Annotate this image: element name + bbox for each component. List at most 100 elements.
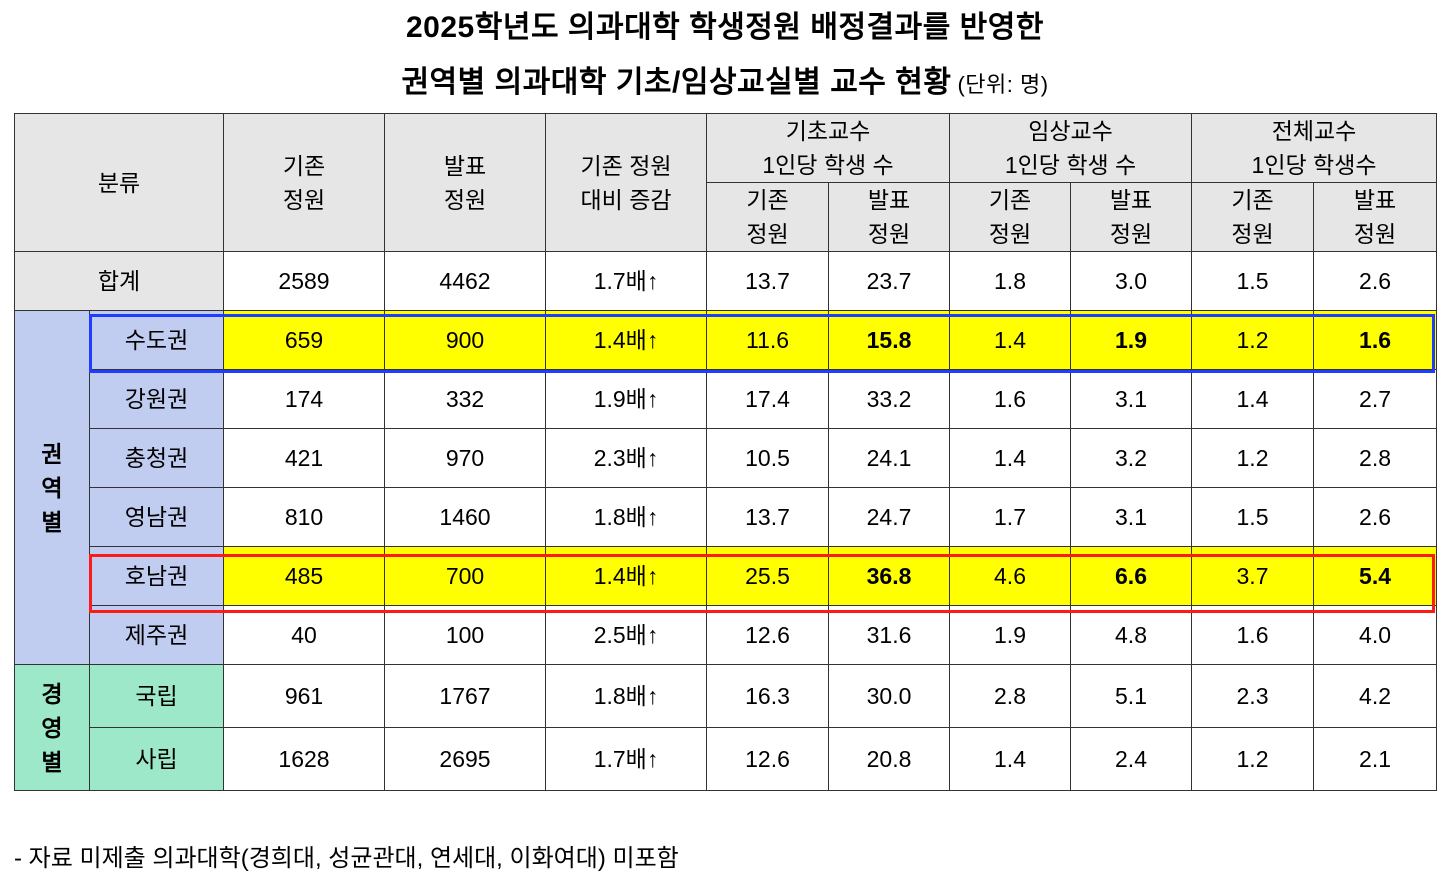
cell-clinical-existing: 1.4 xyxy=(949,428,1072,488)
cell-total-announced: 4.2 xyxy=(1313,664,1438,728)
cell-clinical-announced: 2.4 xyxy=(1070,727,1193,791)
header-category: 분류 xyxy=(13,113,225,252)
cell-basic-existing: 11.6 xyxy=(706,310,830,370)
cell-change: 1.9배↑ xyxy=(545,369,708,429)
cell-announced: 700 xyxy=(384,546,547,606)
cell-change: 1.4배↑ xyxy=(545,310,708,370)
cell-basic-existing: 17.4 xyxy=(706,369,830,429)
cell-basic-announced: 36.8 xyxy=(828,546,951,606)
cell-clinical-announced: 3.0 xyxy=(1070,251,1193,311)
cell-basic-announced: 23.7 xyxy=(828,251,951,311)
cell-basic-existing: 10.5 xyxy=(706,428,830,488)
cell-clinical-existing: 1.4 xyxy=(949,310,1072,370)
header-basic-group: 기초교수 1인당 학생 수 xyxy=(706,113,951,183)
table-row-gangwon: 강원권 174 332 1.9배↑ 17.4 33.2 1.6 3.1 1.4 … xyxy=(15,369,1438,429)
table-row-chungcheong: 충청권 421 970 2.3배↑ 10.5 24.1 1.4 3.2 1.2 … xyxy=(15,428,1438,488)
cell-clinical-announced: 5.1 xyxy=(1070,664,1193,728)
table-row-yeongnam: 영남권 810 1460 1.8배↑ 13.7 24.7 1.7 3.1 1.5… xyxy=(15,487,1438,547)
cell-basic-existing: 13.7 xyxy=(706,251,830,311)
cell-basic-announced: 33.2 xyxy=(828,369,951,429)
cell-clinical-existing: 1.4 xyxy=(949,727,1072,791)
header-change: 기존 정원 대비 증감 xyxy=(545,113,708,252)
header-clinical-announced: 발표 정원 xyxy=(1070,182,1193,252)
cell-existing: 421 xyxy=(223,428,386,488)
cell-basic-announced: 15.8 xyxy=(828,310,951,370)
cell-clinical-existing: 1.9 xyxy=(949,605,1072,665)
row-label: 국립 xyxy=(88,664,225,728)
cell-total-existing: 1.5 xyxy=(1191,487,1315,547)
row-label: 사립 xyxy=(88,727,225,791)
row-label: 합계 xyxy=(13,251,225,311)
cell-announced: 2695 xyxy=(384,727,547,791)
cell-existing: 40 xyxy=(223,605,386,665)
header-announced-quota: 발표 정원 xyxy=(384,113,547,252)
cell-change: 1.8배↑ xyxy=(545,664,708,728)
cell-total-existing: 1.2 xyxy=(1191,428,1315,488)
header-clinical-group: 임상교수 1인당 학생 수 xyxy=(949,113,1193,183)
title-main: 권역별 의과대학 기초/임상교실별 교수 현황 xyxy=(401,66,952,99)
header-total-group: 전체교수 1인당 학생수 xyxy=(1191,113,1438,183)
row-label: 강원권 xyxy=(88,369,225,429)
cell-announced: 900 xyxy=(384,310,547,370)
group-label-management: 경 영 별 xyxy=(14,664,90,791)
cell-announced: 1767 xyxy=(384,664,547,728)
cell-existing: 659 xyxy=(223,310,386,370)
footnote: - 자료 미제출 의과대학(경희대, 성균관대, 연세대, 이화여대) 미포함 xyxy=(14,845,679,872)
cell-announced: 1460 xyxy=(384,487,547,547)
cell-clinical-existing: 1.7 xyxy=(949,487,1072,547)
cell-clinical-announced: 3.1 xyxy=(1070,369,1193,429)
table-row-jeju: 제주권 40 100 2.5배↑ 12.6 31.6 1.9 4.8 1.6 4… xyxy=(15,605,1438,665)
cell-existing: 485 xyxy=(223,546,386,606)
cell-total-announced: 2.7 xyxy=(1313,369,1438,429)
table-row-national: 경 영 별 국립 961 1767 1.8배↑ 16.3 30.0 2.8 5.… xyxy=(14,664,1438,791)
cell-basic-existing: 16.3 xyxy=(706,664,830,728)
row-label: 호남권 xyxy=(88,546,225,606)
cell-clinical-announced: 3.2 xyxy=(1070,428,1193,488)
cell-clinical-announced: 4.8 xyxy=(1070,605,1193,665)
cell-clinical-existing: 4.6 xyxy=(949,546,1072,606)
cell-change: 1.8배↑ xyxy=(545,487,708,547)
group-label-region: 권 역 별 xyxy=(14,310,90,665)
cell-clinical-announced: 3.1 xyxy=(1070,487,1193,547)
cell-total-existing: 1.2 xyxy=(1191,310,1315,370)
cell-total-announced: 2.8 xyxy=(1313,428,1438,488)
header-total-existing: 기존 정원 xyxy=(1191,182,1315,252)
table-row-capital: 권 역 별 수도권 659 900 1.4배↑ 11.6 15.8 1.4 1.… xyxy=(14,310,1438,665)
cell-announced: 332 xyxy=(384,369,547,429)
cell-total-existing: 1.2 xyxy=(1191,727,1315,791)
cell-basic-existing: 13.7 xyxy=(706,487,830,547)
cell-existing: 810 xyxy=(223,487,386,547)
cell-clinical-existing: 1.6 xyxy=(949,369,1072,429)
cell-change: 1.7배↑ xyxy=(545,251,708,311)
row-label: 제주권 xyxy=(88,605,225,665)
title-line-2: 권역별 의과대학 기초/임상교실별 교수 현황 (단위: 명) xyxy=(0,57,1450,101)
row-label: 영남권 xyxy=(88,487,225,547)
cell-clinical-announced: 1.9 xyxy=(1070,310,1193,370)
cell-announced: 100 xyxy=(384,605,547,665)
cell-total-announced: 2.1 xyxy=(1313,727,1438,791)
cell-basic-announced: 30.0 xyxy=(828,664,951,728)
table-row-honam: 호남권 485 700 1.4배↑ 25.5 36.8 4.6 6.6 3.7 … xyxy=(15,546,1438,606)
table-row-total: 합계 2589 4462 1.7배↑ 13.7 23.7 1.8 3.0 1.5… xyxy=(13,251,1438,311)
cell-total-announced: 2.6 xyxy=(1313,487,1438,547)
header-existing-quota: 기존 정원 xyxy=(223,113,386,252)
title-line-1: 2025학년도 의과대학 학생정원 배정결과를 반영한 xyxy=(406,11,1044,44)
cell-announced: 970 xyxy=(384,428,547,488)
cell-change: 2.5배↑ xyxy=(545,605,708,665)
header-total-announced: 발표 정원 xyxy=(1313,182,1438,252)
header-basic-announced: 발표 정원 xyxy=(828,182,951,252)
cell-change: 1.4배↑ xyxy=(545,546,708,606)
header-basic-existing: 기존 정원 xyxy=(706,182,830,252)
unit-label: (단위: 명) xyxy=(957,72,1049,97)
cell-basic-existing: 25.5 xyxy=(706,546,830,606)
cell-existing: 174 xyxy=(223,369,386,429)
cell-clinical-existing: 1.8 xyxy=(949,251,1072,311)
cell-basic-existing: 12.6 xyxy=(706,727,830,791)
faculty-table: 분류 기존 정원 발표 정원 기존 정원 대비 증감 기초교수 1인당 학생 수… xyxy=(13,113,1438,791)
cell-total-existing: 1.5 xyxy=(1191,251,1315,311)
cell-existing: 2589 xyxy=(223,251,386,311)
cell-total-existing: 2.3 xyxy=(1191,664,1315,728)
cell-basic-announced: 24.1 xyxy=(828,428,951,488)
cell-total-existing: 3.7 xyxy=(1191,546,1315,606)
row-label: 수도권 xyxy=(88,310,225,370)
